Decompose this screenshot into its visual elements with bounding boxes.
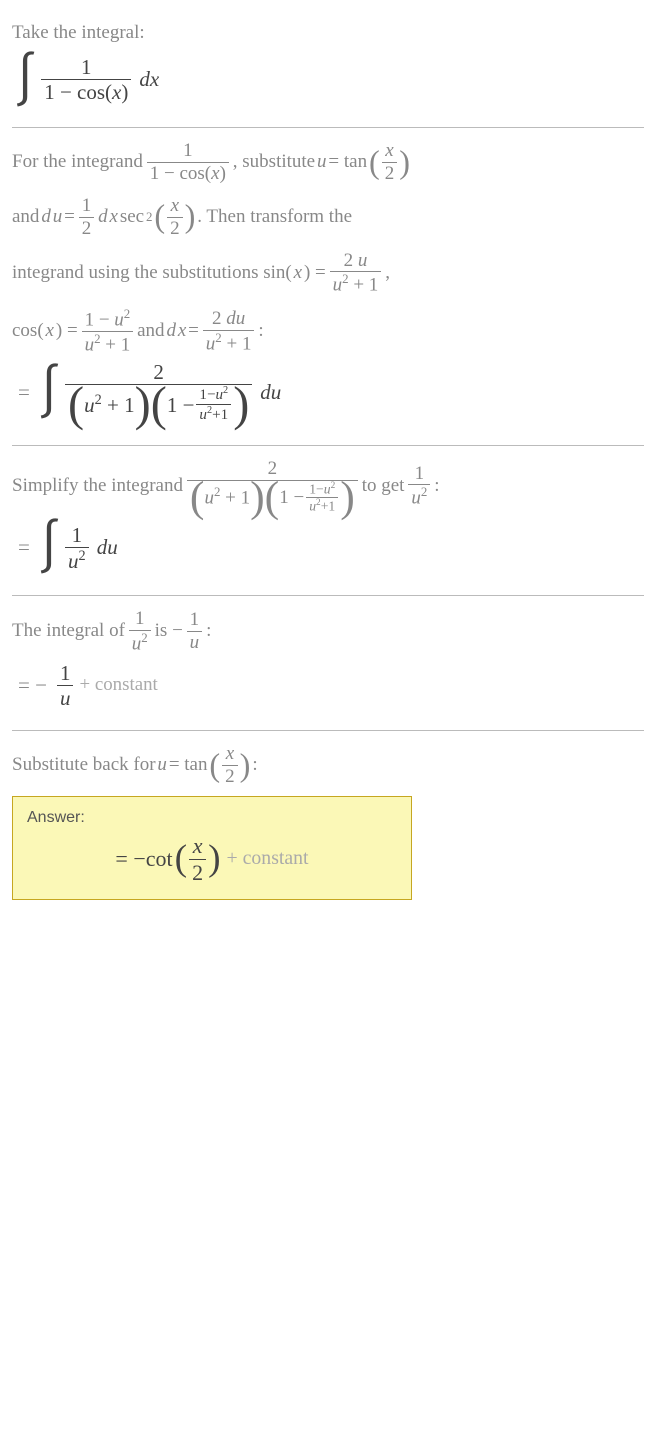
step-simplify: Simplify the integrand 2 u2 + 1 1 − 1−u2… [12, 446, 644, 595]
integrand-frac: 1 1 − cos(x) [147, 140, 229, 185]
step-integrate: The integral of 1 u2 is − 1 u : = − 1 u … [12, 596, 644, 730]
num: 1 [78, 55, 95, 79]
step-take-integral: Take the integral: ∫ 1 1 − cos(x) dx [12, 8, 644, 127]
step2-result: = ∫ 1 u2 du [14, 520, 644, 575]
step1-line1: For the integrand 1 1 − cos(x) , substit… [12, 140, 644, 185]
answer-label: Answer: [27, 807, 397, 829]
du: du [260, 378, 281, 407]
step-backsub: Substitute back for u = tan x 2 : Answer… [12, 731, 644, 920]
integral-sign: ∫ [38, 365, 61, 420]
answer-box: Answer: = −cot x 2 + constant [12, 796, 412, 900]
step1-line2: and du = 1 2 dx sec2 x 2 . Then transfor… [12, 195, 644, 240]
step1-line3: integrand using the substitutions sin(x)… [12, 250, 644, 297]
integrand-fraction: 1 1 − cos(x) [41, 55, 131, 104]
step1-result: = ∫ 2 u2 + 1 1 − 1−u2 u2+1 [14, 360, 644, 425]
tan-arg: x 2 [369, 140, 410, 185]
constant-text: + constant [79, 672, 157, 698]
constant-text: + constant [227, 845, 309, 873]
step-substitution: For the integrand 1 1 − cos(x) , substit… [12, 128, 644, 445]
dx: dx [139, 65, 159, 94]
step3-result: = − 1 u + constant [14, 661, 644, 710]
step2-intro: Simplify the integrand 2 u2 + 1 1 − 1−u2… [12, 458, 644, 514]
integral-sign: ∫ [38, 520, 61, 575]
den: 1 − cos(x) [41, 79, 131, 104]
step4-intro: Substitute back for u = tan x 2 : [12, 743, 644, 788]
step1-line4: cos(x) = 1 − u2 u2 + 1 and dx = 2 du u2 … [12, 307, 644, 356]
step0-integral: ∫ 1 1 − cos(x) dx [14, 53, 644, 108]
answer-expression: = −cot x 2 + constant [27, 833, 397, 885]
integral-sign: ∫ [14, 53, 37, 108]
step3-intro: The integral of 1 u2 is − 1 u : [12, 608, 644, 655]
step0-intro: Take the integral: [12, 20, 644, 47]
